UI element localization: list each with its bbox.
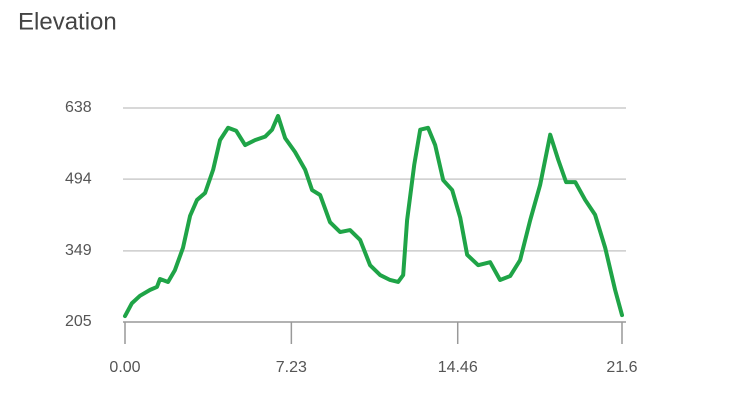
x-tick-label: 14.46 [438,359,478,376]
y-tick-label: 349 [65,242,92,259]
x-tick-label: 0.00 [109,359,140,376]
y-tick-label: 638 [65,99,92,116]
x-tick-label: 7.23 [276,359,307,376]
elevation-line [123,113,624,319]
chart-title: Elevation [18,8,117,35]
y-tick-label: 205 [65,313,92,330]
x-tick-label: 21.6 [606,359,637,376]
y-tick-label: 494 [65,170,92,187]
